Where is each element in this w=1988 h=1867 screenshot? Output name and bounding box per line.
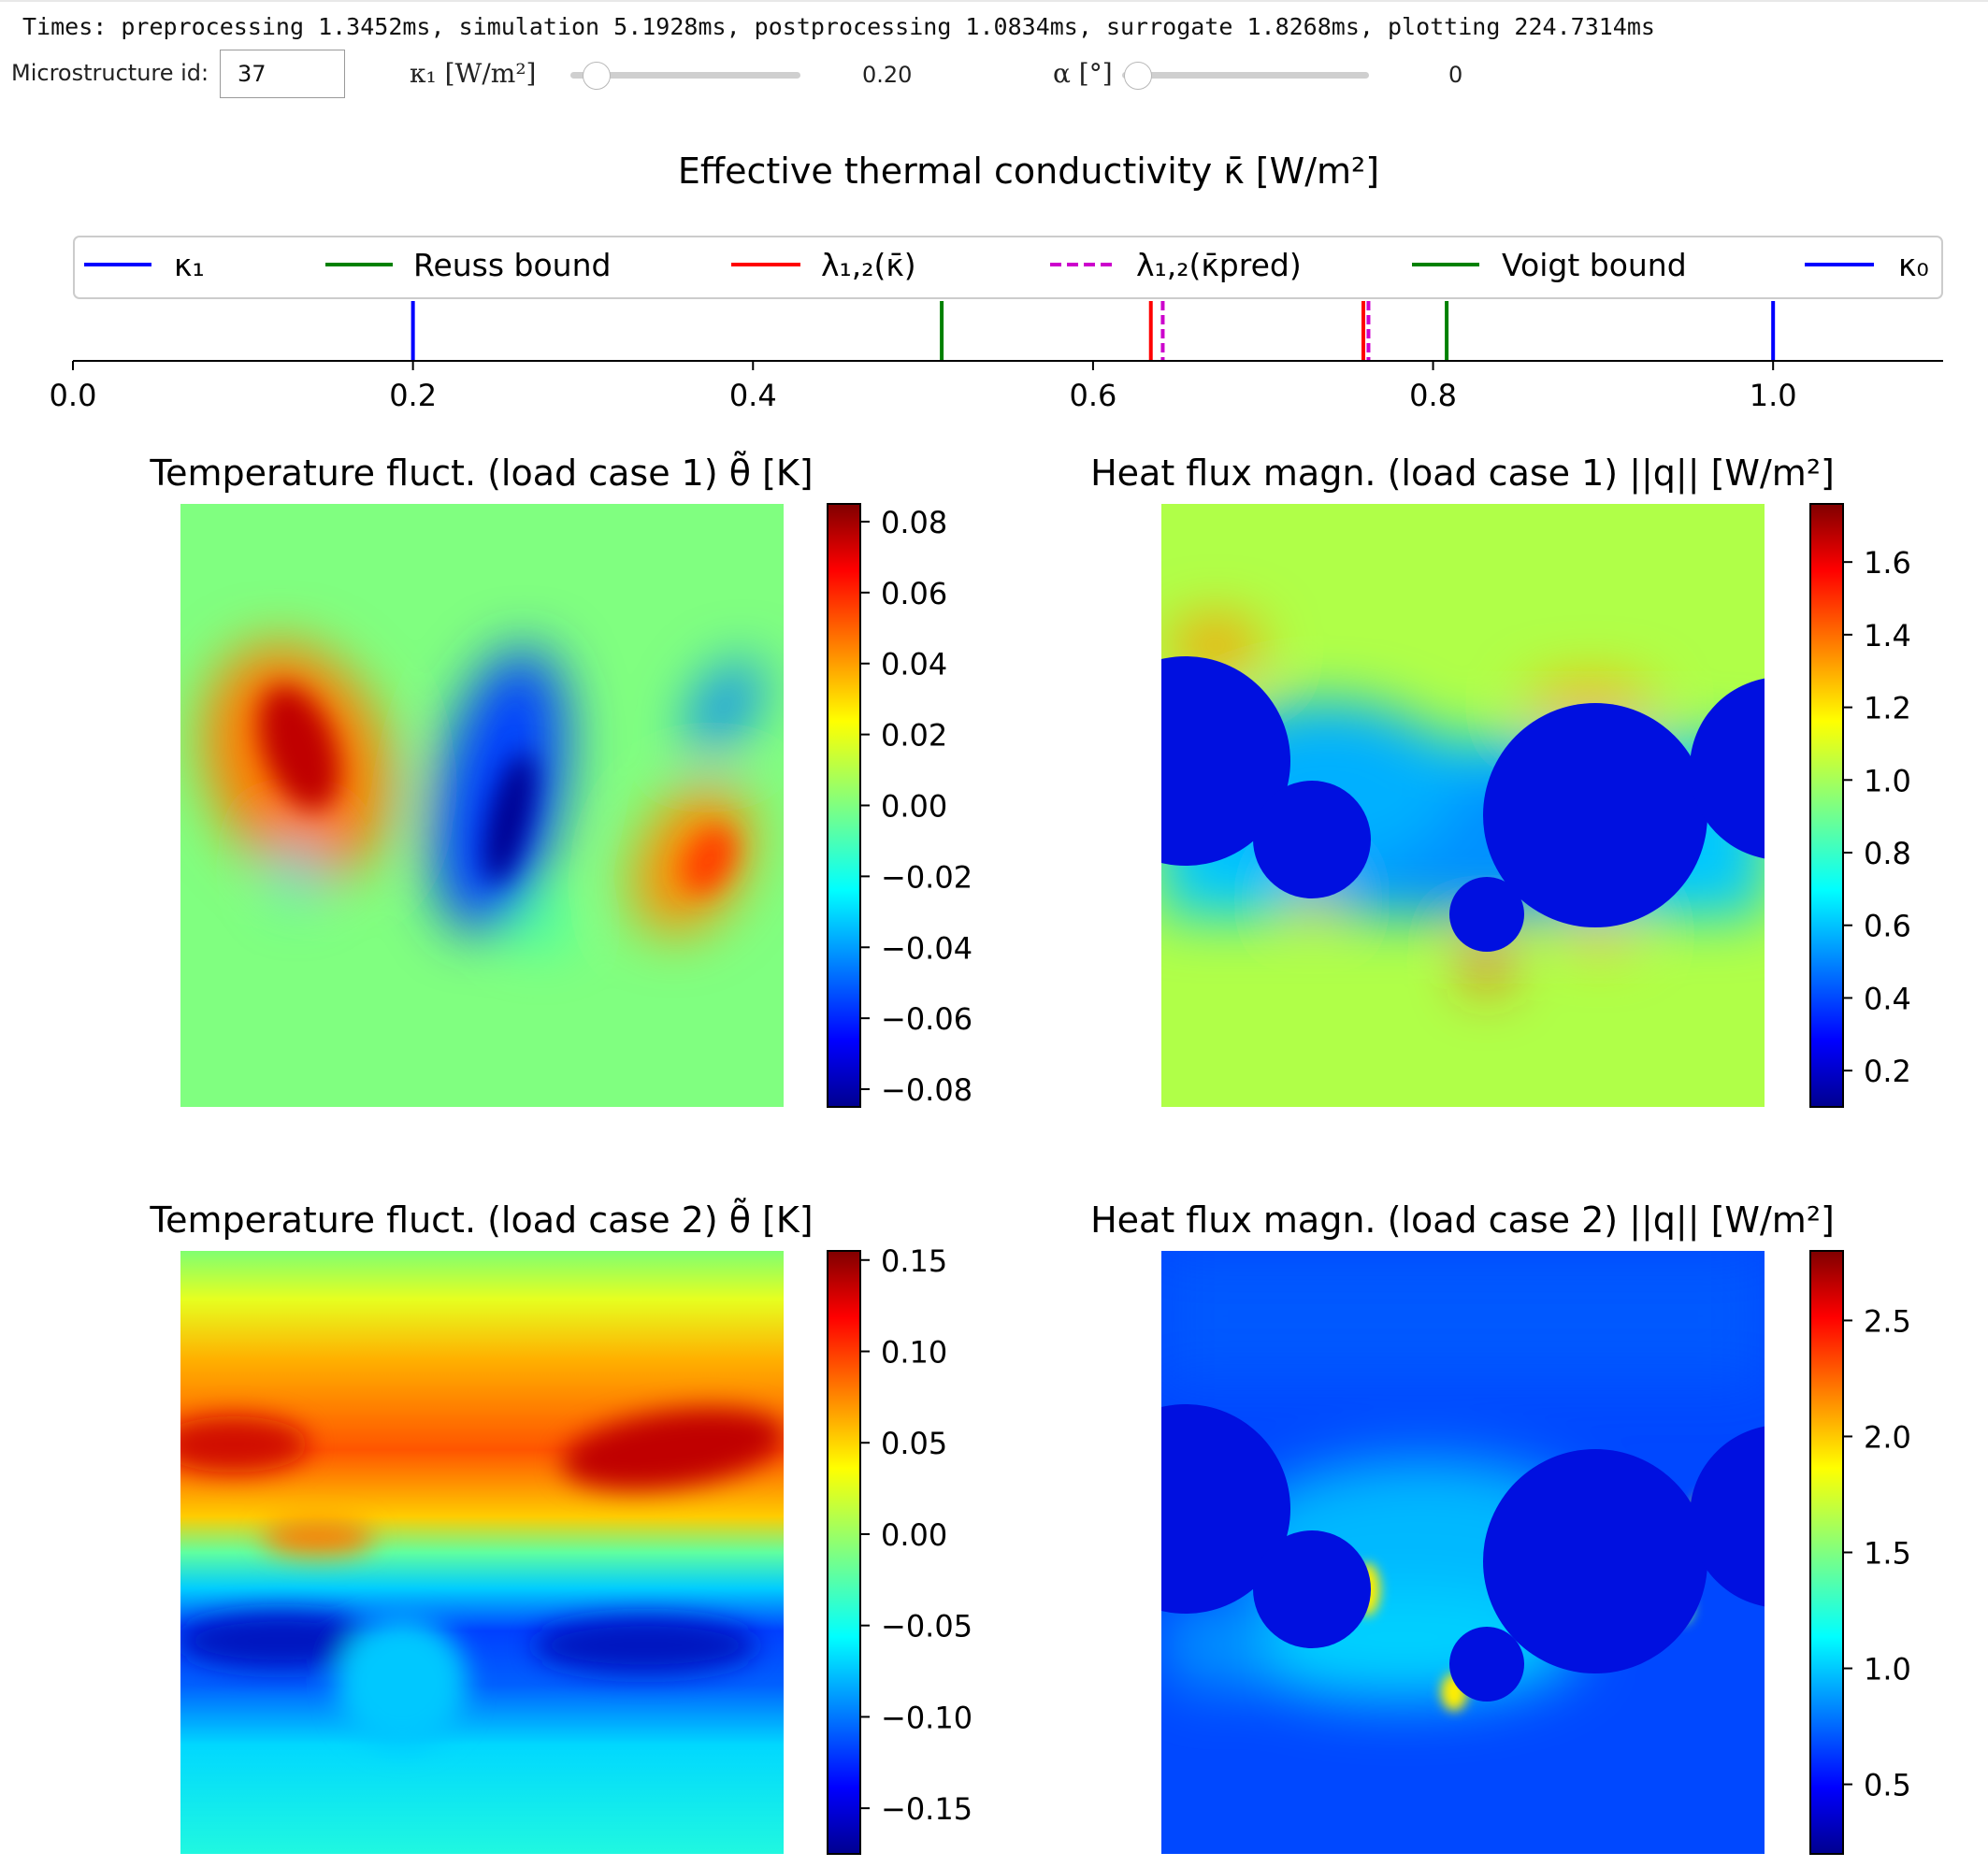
- x-tick-label-1: 0.2: [389, 378, 437, 413]
- flux2-title: Heat flux magn. (load case 2) ||q|| [W/m…: [1090, 1199, 1835, 1242]
- colorbar-tick-label-2: 0.05: [881, 1426, 947, 1461]
- top-border: [0, 0, 1988, 2]
- alpha-label: α [°]: [1053, 58, 1113, 89]
- flux1-colorbar: [1809, 503, 1844, 1108]
- colorbar-tick-label-3: 0.00: [881, 1517, 947, 1553]
- colorbar-tick-label-2: 1.2: [1864, 691, 1911, 726]
- microstructure-label: Microstructure id:: [11, 60, 209, 86]
- colorbar-tick-label-8: −0.08: [881, 1072, 972, 1108]
- temp1-title: Temperature fluct. (load case 1) θ̃ [K]: [149, 452, 813, 494]
- colorbar-tick-label-0: 0.08: [881, 505, 947, 540]
- top-chart-legend: κ₁ Reuss bound λ₁,₂(κ̄) λ₁,₂(κ̄pred) Voi…: [73, 236, 1943, 299]
- flux1-title: Heat flux magn. (load case 1) ||q|| [W/m…: [1090, 452, 1835, 495]
- colorbar-tick-label-1: 2.0: [1864, 1419, 1911, 1455]
- legend-label-kappa0: κ₀: [1898, 247, 1929, 283]
- legend-label-voigt: Voigt bound: [1502, 247, 1687, 283]
- x-tick-label-3: 0.6: [1069, 378, 1116, 413]
- colorbar-tick-label-3: 1.0: [1864, 763, 1911, 798]
- colorbar-tick-label-2: 0.04: [881, 647, 947, 682]
- x-tick-label-5: 1.0: [1750, 378, 1797, 413]
- colorbar-tick-label-5: −0.10: [881, 1700, 972, 1735]
- colorbar-tick-label-5: 0.6: [1864, 909, 1911, 944]
- colorbar-tick-label-1: 0.10: [881, 1335, 947, 1371]
- flux2-heatmap: [1161, 1251, 1765, 1854]
- temp2-colorbar: [827, 1250, 861, 1855]
- colorbar-tick-label-6: 0.4: [1864, 981, 1911, 1016]
- colorbar-tick-label-3: 1.0: [1864, 1652, 1911, 1687]
- legend-frame: [73, 236, 1943, 299]
- x-tick-label-4: 0.8: [1409, 378, 1457, 413]
- colorbar-tick-label-1: 1.4: [1864, 618, 1911, 653]
- flux2-colorbar-ticks: 2.5 2.0 1.5 1.0 0.5: [1843, 1303, 1911, 1803]
- colorbar-tick-label-2: 1.5: [1864, 1536, 1911, 1572]
- kappa1-label: κ₁ [W/m²]: [410, 58, 537, 89]
- colorbar-tick-label-4: 0.8: [1864, 836, 1911, 871]
- temp2-heatmap: [180, 1251, 784, 1854]
- colorbar-tick-label-5: −0.02: [881, 859, 972, 895]
- colorbar-tick-label-0: 0.15: [881, 1243, 947, 1279]
- flux2-inclusions: [1161, 1404, 1765, 1702]
- flux1-heatmap: [1161, 504, 1765, 1107]
- colorbar-tick-label-3: 0.02: [881, 718, 947, 754]
- colorbar-tick-label-1: 0.06: [881, 576, 947, 611]
- colorbar-tick-label-4: 0.00: [881, 789, 947, 825]
- x-tick-label-0: 0.0: [50, 378, 97, 413]
- temp2-colorbar-ticks: 0.15 0.10 0.05 0.00 −0.05 −0.10 −0.15: [860, 1243, 972, 1827]
- timing-status: Times: preprocessing 1.3452ms, simulatio…: [22, 13, 1655, 40]
- temp1-colorbar-ticks: 0.08 0.06 0.04 0.02 0.00 −0.02 −0.04 −0.06 −0.08: [860, 505, 972, 1108]
- kappa1-slider-track[interactable]: [570, 72, 800, 79]
- alpha-slider-handle[interactable]: [1124, 62, 1152, 90]
- colorbar-tick-label-4: −0.05: [881, 1609, 972, 1644]
- colorbar-tick-label-0: 1.6: [1864, 545, 1911, 581]
- top-chart-title: Effective thermal conductivity κ̄ [W/m²]: [678, 151, 1379, 192]
- legend-label-kappa1: κ₁: [174, 247, 205, 283]
- alpha-value: 0: [1448, 62, 1463, 88]
- microstructure-input[interactable]: 37: [220, 50, 345, 98]
- legend-label-reuss: Reuss bound: [413, 247, 611, 283]
- colorbar-tick-label-4: 0.5: [1864, 1768, 1911, 1803]
- bounds-x-ticks: 0.0 0.2 0.4 0.6 0.8 1.0: [50, 361, 1797, 413]
- flux2-colorbar: [1809, 1250, 1844, 1855]
- colorbar-tick-label-7: 0.2: [1864, 1054, 1911, 1089]
- alpha-slider-track[interactable]: [1122, 72, 1369, 79]
- colorbar-tick-label-6: −0.04: [881, 930, 972, 966]
- flux1-inclusions: [1161, 656, 1765, 952]
- bounds-chart-marks: [411, 301, 1776, 361]
- kappa1-value: 0.20: [862, 62, 913, 88]
- colorbar-tick-label-6: −0.15: [881, 1791, 972, 1827]
- kappa1-slider-handle[interactable]: [583, 62, 611, 90]
- temp1-colorbar: [827, 503, 861, 1108]
- legend-label-eigen-pred: λ₁,₂(κ̄pred): [1136, 247, 1302, 283]
- temp2-title: Temperature fluct. (load case 2) θ̃ [K]: [149, 1199, 813, 1241]
- colorbar-tick-label-7: −0.06: [881, 1001, 972, 1037]
- x-tick-label-2: 0.4: [729, 378, 777, 413]
- legend-label-eigen: λ₁,₂(κ̄): [821, 247, 916, 283]
- temp1-heatmap: [180, 504, 784, 1107]
- colorbar-tick-label-0: 2.5: [1864, 1303, 1911, 1339]
- flux1-colorbar-ticks: 1.6 1.4 1.2 1.0 0.8 0.6 0.4 0.2: [1843, 545, 1911, 1089]
